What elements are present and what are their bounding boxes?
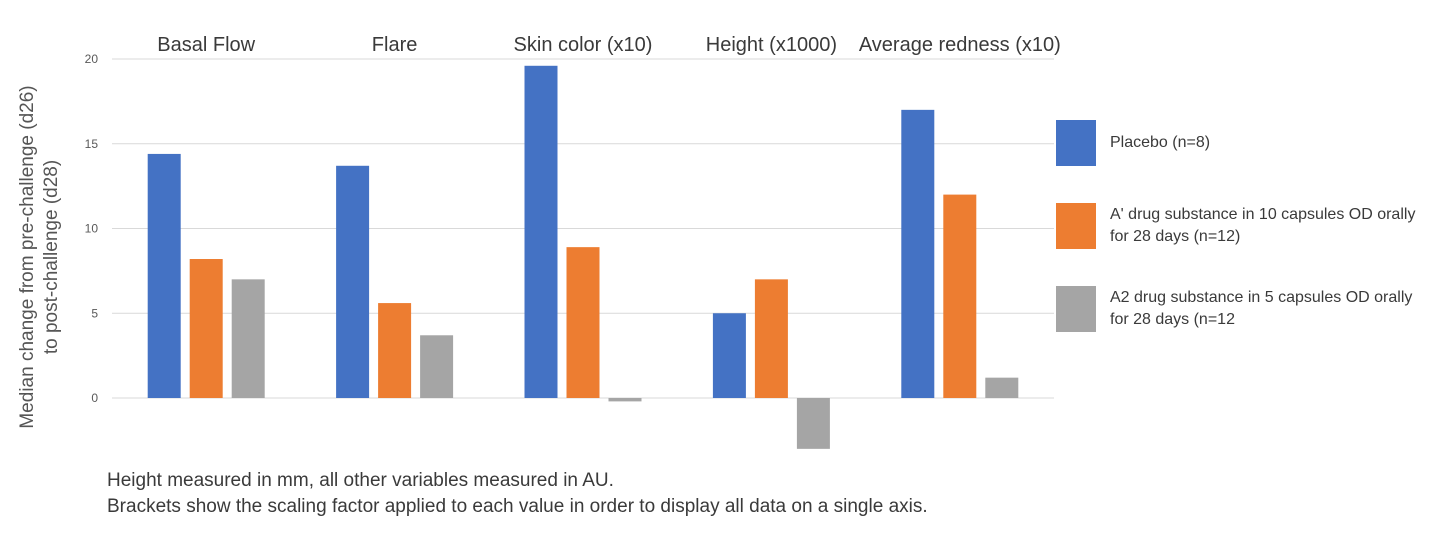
footnote-scaling: Brackets show the scaling factor applied…	[107, 496, 928, 517]
category-label-4: Height (x1000)	[706, 34, 837, 56]
bar-3-series-3	[608, 398, 642, 402]
bar-2-series-2	[378, 303, 412, 398]
category-labels: Basal Flow Flare Skin color (x10) Height (x…	[157, 34, 1060, 56]
bar-4-series-1	[712, 313, 746, 398]
bar-4-series-2	[754, 279, 788, 398]
category-label-2: Flare	[372, 34, 418, 56]
category-label-1: Basal Flow	[157, 34, 255, 56]
bar-3-series-1	[524, 65, 558, 398]
legend-swatch-a-prime	[1056, 203, 1096, 249]
y-tick-label-20: 20	[85, 52, 99, 66]
legend-item-placebo: Placebo (n=8)	[1056, 120, 1422, 166]
bar-3-series-2	[566, 247, 600, 398]
gridlines	[112, 58, 1054, 399]
legend-item-a-prime: A' drug substance in 10 capsules OD oral…	[1056, 203, 1422, 249]
y-tick-label-10: 10	[85, 222, 99, 236]
bar-5-series-3	[985, 377, 1019, 398]
footnotes: Height measured in mm, all other variabl…	[107, 468, 928, 520]
y-tick-label-5: 5	[91, 306, 98, 320]
y-tick-label-0: 0	[91, 391, 98, 405]
bar-5-series-1	[901, 109, 935, 398]
footnote-units: Height measured in mm, all other variabl…	[107, 470, 614, 491]
bar-4-series-3	[796, 398, 830, 449]
bar-1-series-3	[231, 279, 265, 398]
category-label-5: Average redness (x10)	[859, 34, 1061, 56]
legend-swatch-placebo	[1056, 120, 1096, 166]
bar-5-series-2	[943, 194, 977, 398]
bar-2-series-1	[336, 165, 370, 398]
y-tick-label-15: 15	[85, 137, 99, 151]
y-axis-ticks: 0 5 10 15 20	[85, 52, 99, 405]
legend-label-a2: A2 drug substance in 5 capsules OD orall…	[1110, 289, 1413, 328]
legend-swatch-a2	[1056, 286, 1096, 332]
category-label-3: Skin color (x10)	[514, 34, 653, 56]
legend-label-placebo: Placebo (n=8)	[1110, 134, 1211, 151]
legend-label-a-prime: A' drug substance in 10 capsules OD oral…	[1110, 206, 1416, 245]
bars	[147, 65, 1019, 449]
y-axis-label-line-2: to post-challenge (d28)	[41, 159, 62, 355]
bar-1-series-2	[189, 259, 223, 398]
y-axis-label: Median change from pre-challenge (d26) t…	[16, 57, 64, 457]
bar-1-series-1	[147, 153, 181, 398]
y-axis-label-line-1: Median change from pre-challenge (d26)	[17, 85, 38, 429]
legend-item-a2: A2 drug substance in 5 capsules OD orall…	[1056, 286, 1422, 332]
bar-2-series-3	[420, 335, 454, 398]
